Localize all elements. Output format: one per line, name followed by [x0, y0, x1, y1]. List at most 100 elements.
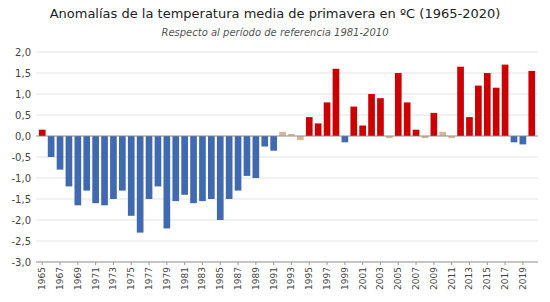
- y-tick-label: -0,5: [11, 152, 31, 163]
- x-tick-label: 2015: [482, 267, 492, 290]
- x-tick: [487, 262, 488, 265]
- bar: [297, 136, 304, 140]
- x-ticks: 1965196719691971197319751977197919811983…: [37, 262, 528, 290]
- y-tick-label: 0,0: [15, 131, 31, 142]
- bar: [190, 136, 197, 203]
- bar: [395, 73, 402, 136]
- x-tick: [362, 262, 363, 265]
- x-tick: [220, 262, 221, 265]
- bar: [217, 136, 224, 220]
- bar: [48, 136, 55, 157]
- bar: [253, 136, 260, 178]
- x-tick-label: 1997: [322, 267, 332, 290]
- x-tick: [202, 262, 203, 265]
- x-tick: [131, 262, 132, 265]
- x-tick: [433, 262, 434, 265]
- bar: [226, 136, 233, 199]
- y-grid: [36, 52, 538, 262]
- grid-line: [36, 262, 538, 263]
- x-tick: [255, 262, 256, 265]
- x-tick-label: 1977: [144, 267, 154, 290]
- bar: [368, 94, 375, 136]
- x-tick: [327, 262, 328, 265]
- bar: [350, 107, 357, 136]
- x-tick-label: 1965: [37, 267, 47, 290]
- bar: [83, 136, 90, 191]
- x-tick: [309, 262, 310, 265]
- x-tick-label: 2003: [375, 267, 385, 290]
- bar: [475, 86, 482, 136]
- bar: [457, 67, 464, 136]
- x-tick: [113, 262, 114, 265]
- x-tick-label: 2013: [464, 267, 474, 290]
- x-tick: [42, 262, 43, 265]
- subtitle: Respecto al período de referencia 1981-2…: [161, 27, 388, 38]
- x-tick-label: 1989: [251, 267, 261, 290]
- x-tick-label: 1975: [126, 267, 136, 290]
- bar: [261, 136, 268, 147]
- x-tick-label: 2007: [411, 267, 421, 290]
- y-tick-label: 0,5: [15, 110, 31, 121]
- y-tick-label: 2,0: [15, 47, 31, 58]
- x-tick-label: 1991: [269, 267, 279, 290]
- x-tick: [451, 262, 452, 265]
- bar: [439, 132, 446, 136]
- x-tick: [95, 262, 96, 265]
- bars: [39, 65, 535, 233]
- x-tick-label: 1995: [304, 267, 314, 290]
- x-tick: [166, 262, 167, 265]
- x-tick: [380, 262, 381, 265]
- x-tick-label: 2017: [500, 267, 510, 290]
- x-tick-label: 1981: [180, 267, 190, 290]
- bar: [208, 136, 215, 199]
- grid-line: [36, 52, 538, 53]
- bar: [324, 102, 331, 136]
- chart: Anomalías de la temperatura media de pri…: [0, 0, 550, 302]
- bar: [199, 136, 206, 201]
- bar: [181, 136, 188, 195]
- y-tick-label: -2,5: [11, 236, 31, 247]
- bar: [493, 88, 500, 136]
- y-tick-label: -1,0: [11, 173, 31, 184]
- bar: [315, 123, 322, 136]
- bar: [57, 136, 64, 170]
- bar: [520, 136, 527, 144]
- x-tick-label: 1967: [55, 267, 65, 290]
- x-tick: [398, 262, 399, 265]
- bar: [92, 136, 99, 203]
- y-tick-label: 1,0: [15, 89, 31, 100]
- x-tick: [522, 262, 523, 265]
- bar: [39, 130, 46, 136]
- bar: [270, 136, 277, 151]
- x-tick-label: 2001: [358, 267, 368, 290]
- x-tick-label: 1993: [286, 267, 296, 290]
- bar: [431, 113, 438, 136]
- x-tick: [60, 262, 61, 265]
- bar: [235, 136, 242, 191]
- x-axis-line: [36, 262, 538, 263]
- x-tick-label: 2005: [393, 267, 403, 290]
- bar: [528, 71, 535, 136]
- x-tick-label: 2019: [518, 267, 528, 290]
- x-tick: [149, 262, 150, 265]
- zero-line: [36, 136, 538, 137]
- x-tick: [505, 262, 506, 265]
- bar: [128, 136, 135, 216]
- y-tick-label: -2,0: [11, 215, 31, 226]
- bar: [119, 136, 126, 191]
- x-tick-label: 2011: [447, 267, 457, 290]
- bar: [137, 136, 144, 233]
- bar: [101, 136, 108, 205]
- bar: [146, 136, 153, 199]
- y-tick-label: -1,5: [11, 194, 31, 205]
- x-tick-label: 1973: [108, 267, 118, 290]
- bar: [342, 136, 349, 142]
- bar: [155, 136, 162, 186]
- bar: [172, 136, 179, 201]
- chart-container: Anomalías de la temperatura media de pri…: [0, 0, 550, 302]
- bar: [279, 132, 286, 136]
- x-tick-label: 2009: [429, 267, 439, 290]
- bar: [74, 136, 81, 205]
- bar: [164, 136, 171, 228]
- x-tick: [273, 262, 274, 265]
